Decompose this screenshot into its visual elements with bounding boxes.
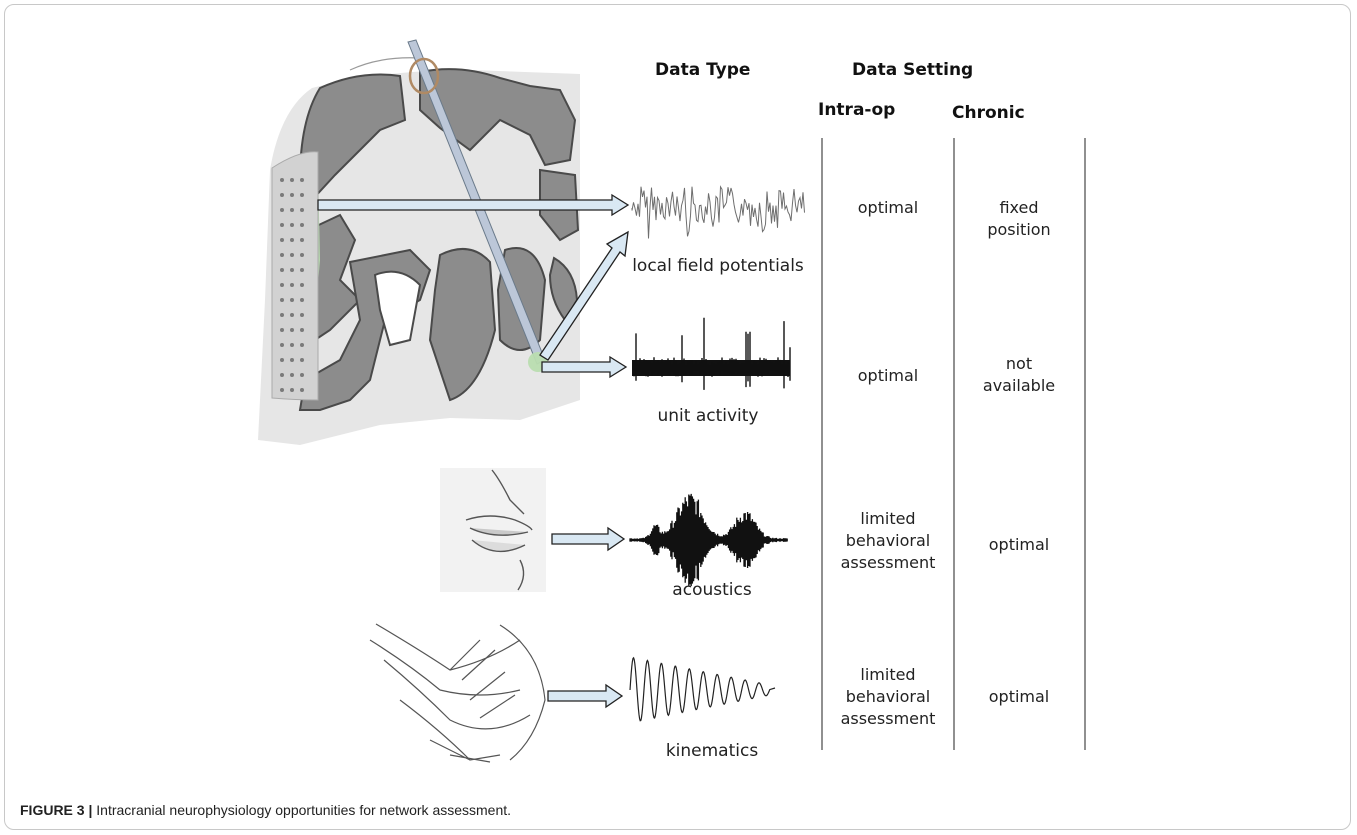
kinematics-waveform (629, 656, 776, 722)
header-intra-op: Intra-op (818, 100, 896, 120)
cell-unit-chronic: not available (982, 354, 1056, 395)
electrode-grid (271, 151, 319, 401)
signal-arrows (317, 193, 630, 709)
cell-unit-intra-op: optimal (857, 366, 919, 385)
label-unit-activity: unit activity (657, 406, 759, 426)
unit-activity-waveform (632, 317, 791, 390)
header-chronic: Chronic (952, 103, 1025, 123)
cell-acoustics-intra-op: limited behavioral assessment (840, 509, 936, 572)
caption-label: FIGURE 3 | (20, 802, 93, 818)
cell-kinematics-intra-op: limited behavioral assessment (840, 665, 936, 728)
table-dividers (821, 138, 1086, 750)
hand-drawing (369, 623, 546, 763)
lfp-waveform (631, 185, 805, 239)
caption-text: Intracranial neurophysiology opportuniti… (96, 802, 512, 818)
figure-caption: FIGURE 3 | Intracranial neurophysiology … (20, 802, 511, 818)
cell-kinematics-chronic: optimal (988, 687, 1050, 706)
acoustics-waveform (629, 493, 788, 587)
cell-lfp-intra-op: optimal (857, 198, 919, 217)
label-local-field-potentials: local field potentials (632, 256, 804, 276)
label-kinematics: kinematics (665, 741, 759, 761)
figure-frame (4, 4, 1351, 830)
label-acoustics: acoustics (672, 580, 752, 600)
mouth-drawing (440, 468, 546, 592)
cell-lfp-chronic: fixed position (987, 198, 1051, 239)
header-data-setting: Data Setting (852, 60, 974, 80)
cell-acoustics-chronic: optimal (988, 535, 1050, 554)
header-data-type: Data Type (655, 60, 751, 80)
